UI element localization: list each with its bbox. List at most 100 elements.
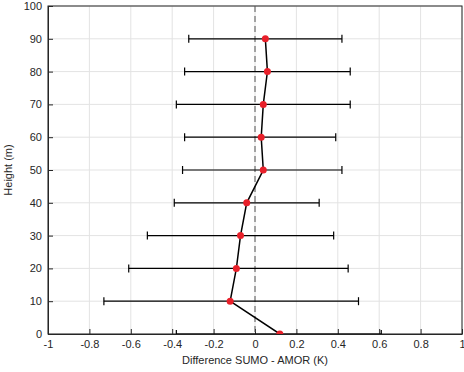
error-bar-cap [128,264,129,272]
point [262,35,269,42]
x-axis: -1-0.8-0.6-0.4-0.200.20.40.60.81 [44,329,464,350]
grid-line [48,202,462,203]
error-bar-cap [182,166,183,174]
error-bar-cap [348,264,349,272]
tick-label: 0.4 [331,338,346,350]
error-bar-cap [184,68,185,76]
tick-label: 90 [30,33,42,45]
tick-mark [48,268,53,269]
x-axis-title: Difference SUMO - AMOR (K) [182,354,328,366]
tick-label: 0 [36,328,42,340]
tick-label: -0.4 [163,338,182,350]
tick-label: -0.2 [205,338,224,350]
grid [48,6,462,334]
tick: -0.8 [80,329,99,350]
tick-mark [379,329,380,334]
tick: 40 [30,197,53,209]
tick-mark [48,72,53,73]
tick-mark [48,104,53,105]
error-bar-cap [147,232,148,240]
tick-label: 1 [459,338,464,350]
y-axis: 0 10 20 30 40 50 60 70 80 90 100 [24,0,53,340]
tick: 80 [30,66,53,78]
tick-label: -0.6 [122,338,141,350]
point [243,199,250,206]
tick: 0.6 [372,329,387,350]
frame [48,6,462,334]
point [237,232,244,239]
error-bar [104,297,359,305]
point [260,167,267,174]
tick-mark [338,329,339,334]
grid-line [48,137,462,138]
tick-label: 40 [30,197,42,209]
error-bar-cap [358,297,359,305]
point [233,265,240,272]
error-bar [185,133,336,141]
point [276,331,283,335]
tick-mark [48,236,53,237]
error-bar-cap [188,35,189,43]
y-axis-title: Height (m) [2,144,14,195]
grid-line [48,104,462,105]
error-bar-cap [176,100,177,108]
error-bar [176,100,350,108]
error-bar-cap [381,330,382,334]
tick: 90 [30,33,53,45]
point [260,101,267,108]
error-bar [174,199,319,207]
tick-label: 0 [252,338,258,350]
error-bar-cap [319,199,320,207]
tick-mark [48,203,53,204]
error-bar [189,35,342,43]
tick-label: 100 [24,0,42,12]
error-bar-cap [341,166,342,174]
tick-mark [214,329,215,334]
tick: 0.8 [413,329,428,350]
tick: 0.2 [289,329,304,350]
tick-label: 80 [30,66,42,78]
grid-line [48,301,462,302]
tick: -0.6 [122,329,141,350]
error-bar [147,232,333,240]
tick: -0.2 [205,329,224,350]
point [227,298,234,305]
point [264,68,271,75]
grid-line [48,268,462,269]
error-bar [176,330,381,334]
error-bar-cap [333,232,334,240]
tick: 0.4 [331,329,346,350]
profile-line [230,39,280,334]
tick: 30 [30,230,53,242]
tick-mark [131,329,132,334]
error-bar-cap [103,297,104,305]
tick: 50 [30,164,53,176]
error-bar-cap [350,100,351,108]
tick-label: 20 [30,262,42,274]
tick: 20 [30,262,53,274]
error-bar-cap [176,330,177,334]
tick: 0 [252,329,258,350]
tick-mark [48,39,53,40]
error-bar-cap [174,199,175,207]
tick-label: 0.6 [372,338,387,350]
tick-label: 30 [30,230,42,242]
tick-label: 50 [30,164,42,176]
tick: 70 [30,98,53,110]
marks [104,6,381,334]
tick-mark [421,329,422,334]
tick-label: 0.8 [413,338,428,350]
tick-mark [48,301,53,302]
tick-mark [48,137,53,138]
grid-line [48,170,462,171]
error-bar-cap [335,133,336,141]
tick: 60 [30,131,53,143]
grid-line [48,71,462,72]
tick: 10 [30,295,53,307]
tick-label: 70 [30,98,42,110]
error-bar [185,68,351,76]
error-bar [183,166,342,174]
error-bar-cap [184,133,185,141]
grid-line [48,235,462,236]
tick-mark [48,170,53,171]
